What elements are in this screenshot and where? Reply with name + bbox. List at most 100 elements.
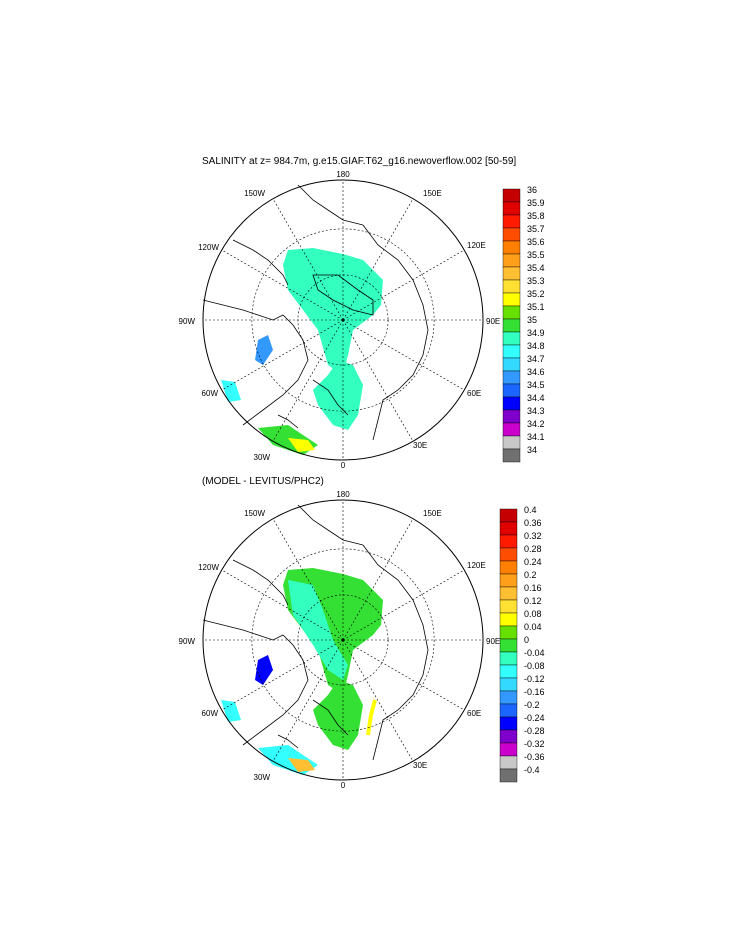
- longitude-label: 150W: [244, 189, 265, 198]
- colorbar-swatch: [499, 508, 518, 523]
- longitude-label: 30W: [254, 453, 271, 462]
- colorbar-label: 35.1: [527, 302, 545, 312]
- longitude-label: 60W: [202, 389, 219, 398]
- meridian-line: [342, 518, 414, 641]
- latitude-circle: [297, 274, 389, 366]
- meridian-line: [221, 319, 344, 391]
- meridian-line: [272, 639, 344, 762]
- colorbar-label: 35: [527, 315, 537, 325]
- latitude-circle: [251, 548, 435, 732]
- colorbar-swatch: [499, 534, 518, 549]
- coastline: [202, 299, 309, 426]
- colorbar-label: 35.6: [527, 237, 545, 247]
- meridian-line: [221, 249, 344, 321]
- coastline: [297, 184, 364, 226]
- colorbar-swatch: [499, 677, 518, 692]
- coastline: [232, 239, 289, 286]
- longitude-label: 90W: [179, 637, 196, 646]
- colorbar-swatch: [499, 560, 518, 575]
- coastline: [202, 619, 309, 746]
- colorbar-swatch: [499, 638, 518, 653]
- colorbar-swatch: [499, 729, 518, 744]
- colorbar-label: 35.3: [527, 276, 545, 286]
- meridian-line: [342, 319, 414, 442]
- colorbar-swatch: [499, 768, 518, 783]
- longitude-label: 180: [336, 170, 350, 179]
- colorbar-swatch: [502, 279, 521, 294]
- colorbar-label: 34: [527, 445, 537, 455]
- meridian-line: [342, 639, 414, 762]
- longitude-label: 150W: [244, 509, 265, 518]
- colorbar-label: 0: [524, 635, 529, 645]
- longitude-label: 30E: [413, 761, 427, 770]
- meridian-line: [272, 518, 344, 641]
- colorbar-swatch: [499, 547, 518, 562]
- contour-line: [312, 274, 374, 316]
- coastline: [277, 734, 299, 749]
- colorbar-label: 34.1: [527, 432, 545, 442]
- colorbar-swatch: [499, 755, 518, 770]
- longitude-label: 120E: [467, 241, 486, 250]
- colorbar-swatch: [499, 690, 518, 705]
- colorbar-swatch: [502, 214, 521, 229]
- colorbar-label: 34.6: [527, 367, 545, 377]
- colorbar-label: 0.2: [524, 570, 537, 580]
- longitude-label: 0: [341, 781, 346, 790]
- coastline: [362, 224, 429, 441]
- polar-map-salinity: 180 150E 120E 90E 60E 30E 0 30W 60W 90W 120W 150W: [179, 170, 501, 470]
- field-north-atlantic-core: [288, 758, 315, 772]
- coastline: [232, 559, 289, 606]
- colorbar-label: 35.9: [527, 198, 545, 208]
- colorbar-label: 0.36: [524, 518, 542, 528]
- colorbar-label: 0.12: [524, 596, 542, 606]
- field-baffin-bay: [255, 655, 273, 685]
- colorbar-label: 0.28: [524, 544, 542, 554]
- colorbar-label: -0.4: [524, 765, 540, 775]
- colorbar-label: 34.8: [527, 341, 545, 351]
- field-canada-basin: [288, 580, 348, 680]
- field-nordic-seas: [313, 680, 363, 750]
- map-boundary: [202, 179, 484, 461]
- longitude-label: 120E: [467, 561, 486, 570]
- colorbar-label: 0.24: [524, 557, 542, 567]
- colorbar-swatch: [502, 188, 521, 203]
- longitude-label: 60E: [467, 389, 481, 398]
- meridian-line: [272, 319, 344, 442]
- colorbar-label: 0.32: [524, 531, 542, 541]
- colorbar-swatch: [502, 370, 521, 385]
- longitude-label: 30E: [413, 441, 427, 450]
- colorbar-label: 34.7: [527, 354, 545, 364]
- field-barents-edge: [366, 699, 377, 736]
- colorbar-label: -0.24: [524, 713, 545, 723]
- longitude-label: 30W: [254, 773, 271, 782]
- bottom-chart-title: (MODEL - LEVITUS/PHC2): [202, 476, 324, 487]
- colorbar-label: -0.2: [524, 700, 540, 710]
- colorbar-label: 34.9: [527, 328, 545, 338]
- colorbar-swatch: [502, 266, 521, 281]
- colorbar-swatch: [502, 201, 521, 216]
- colorbar-swatch: [499, 664, 518, 679]
- longitude-label: 120W: [198, 563, 219, 572]
- colorbar-swatch: [502, 409, 521, 424]
- colorbar-label: 34.3: [527, 406, 545, 416]
- meridian-line: [221, 569, 344, 641]
- colorbar-swatch: [502, 422, 521, 437]
- colorbar-swatch: [502, 383, 521, 398]
- field-nordic-seas: [313, 360, 363, 430]
- colorbar-label: 34.5: [527, 380, 545, 390]
- colorbar-swatch: [502, 331, 521, 346]
- colorbar-swatch: [499, 651, 518, 666]
- colorbar-swatch: [502, 396, 521, 411]
- field-labrador: [221, 700, 241, 722]
- colorbar-swatch: [502, 357, 521, 372]
- colorbar-swatch: [502, 240, 521, 255]
- field-north-atlantic-core: [288, 438, 315, 452]
- latitude-circle: [297, 594, 389, 686]
- colorbar-label: 0.04: [524, 622, 542, 632]
- colorbar-swatch: [499, 742, 518, 757]
- colorbar-label: -0.16: [524, 687, 545, 697]
- colorbar-label: -0.28: [524, 726, 545, 736]
- colorbar-swatch: [502, 253, 521, 268]
- colorbar-label: -0.12: [524, 674, 545, 684]
